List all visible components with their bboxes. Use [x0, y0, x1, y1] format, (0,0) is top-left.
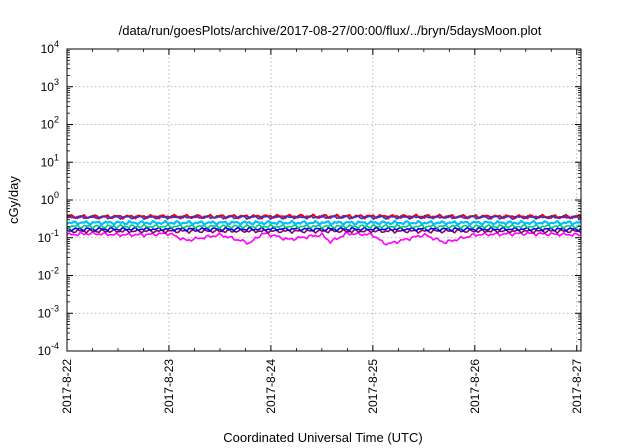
- y-tick-label: 10-2: [38, 266, 59, 283]
- y-tick-label: 104: [41, 39, 59, 56]
- y-tick-label: 101: [41, 152, 59, 169]
- y-axis-label: cGy/day: [6, 176, 21, 224]
- y-tick-label: 100: [41, 190, 59, 207]
- chart-title: /data/run/goesPlots/archive/2017-08-27/0…: [119, 23, 542, 38]
- series-line-4: [66, 219, 582, 226]
- series-line-6: [66, 214, 582, 221]
- x-tick-labels: 2017-8-22 2017-8-23 2017-8-24 2017-8-25 2017…: [60, 359, 584, 414]
- x-tick-label: 2017-8-26: [468, 359, 482, 414]
- y-tick-label: 103: [41, 77, 59, 94]
- x-tick-label: 2017-8-22: [60, 359, 74, 414]
- y-tick-label: 10-3: [38, 303, 59, 320]
- x-tick-label: 2017-8-23: [162, 359, 176, 414]
- grid: [67, 49, 581, 351]
- x-tick-label: 2017-8-24: [264, 359, 278, 414]
- axis-ticks: [66, 48, 581, 352]
- x-axis-label: Coordinated Universal Time (UTC): [223, 430, 422, 445]
- y-tick-labels: 10-4 10-3 10-2 10-1 100 101 102 103 104: [38, 39, 59, 358]
- series-group: [66, 213, 582, 246]
- series-line-2: [66, 226, 582, 232]
- y-tick-label: 10-1: [38, 228, 59, 245]
- x-tick-label: 2017-8-27: [570, 359, 584, 414]
- series-line-3: [66, 223, 582, 230]
- y-tick-label: 10-4: [38, 341, 59, 358]
- x-tick-label: 2017-8-25: [366, 359, 380, 414]
- y-tick-label: 102: [41, 115, 59, 132]
